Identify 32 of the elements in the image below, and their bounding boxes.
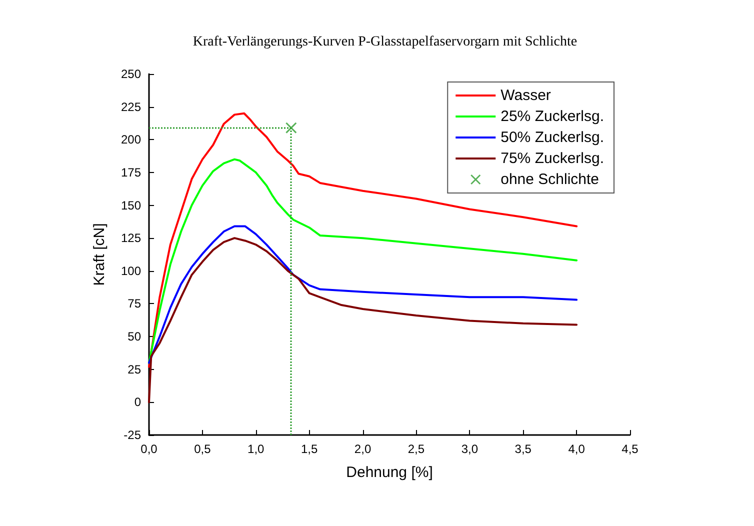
x-tick-label: 4,5 [622, 442, 639, 456]
y-tick-label: 200 [120, 132, 142, 147]
y-tick-label: 250 [120, 67, 142, 81]
line-series [148, 225, 578, 364]
y-tick-label: 150 [120, 198, 142, 212]
y-tick-label: 125 [120, 231, 142, 246]
line-series [148, 237, 578, 404]
x-tick-label: 3,0 [461, 442, 478, 456]
y-tick-label: 100 [120, 264, 142, 278]
y-tick-label: 75 [128, 296, 142, 311]
legend-label: 75% Zuckerlsg. [500, 150, 604, 167]
legend-label: 50% Zuckerlsg. [500, 129, 604, 146]
x-tick-label: 0,5 [194, 442, 212, 456]
y-tick-label: 0 [134, 395, 142, 410]
legend-label: Wasser [500, 87, 551, 104]
legend-label: 25% Zuckerlsg. [500, 108, 604, 125]
x-tick-label: 2,0 [354, 442, 372, 456]
x-tick-label: 2,5 [408, 442, 425, 456]
x-axis-title: Dehnung [%] [346, 464, 433, 481]
y-tick-label: 50 [128, 330, 142, 344]
x-tick-label: 1,0 [248, 442, 265, 456]
x-tick-label: 3,5 [514, 442, 532, 456]
x-tick-label: 4,0 [568, 442, 586, 456]
legend-label: ohne Schlichte [500, 171, 600, 188]
y-axis-title: Kraft [cN] [91, 223, 108, 286]
chart-title: Kraft-Verlängerungs-Kurven P-Glasstapelfaservorgarn mit Schlichte [192, 34, 578, 50]
y-tick-label: 175 [120, 165, 142, 180]
y-tick-label: 25 [128, 362, 142, 376]
x-tick-label: 0,0 [140, 442, 158, 456]
y-tick-label: 225 [120, 100, 142, 114]
y-tick-label: -25 [124, 428, 142, 442]
x-tick-label: 1,5 [300, 442, 318, 456]
